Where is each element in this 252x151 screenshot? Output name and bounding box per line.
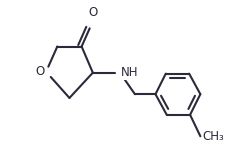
Text: O: O (88, 6, 97, 19)
Text: O: O (35, 65, 44, 78)
Text: NH: NH (120, 66, 138, 79)
Text: CH₃: CH₃ (202, 130, 224, 143)
